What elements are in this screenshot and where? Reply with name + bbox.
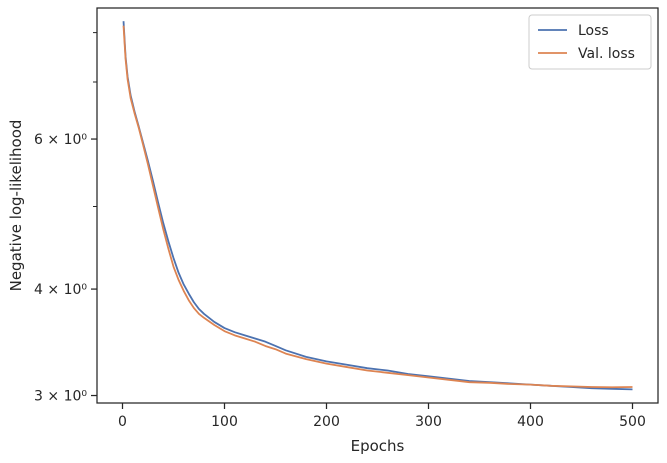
x-axis-label: Epochs [351, 437, 405, 455]
x-tick-label: 500 [619, 414, 646, 430]
series-line-0 [122, 21, 633, 391]
x-tick-label: 0 [118, 414, 127, 430]
y-tick-label: 3 × 10⁰ [34, 389, 87, 405]
y-axis-label: Negative log-likelihood [7, 120, 25, 292]
legend-label-1: Val. loss [578, 46, 635, 62]
x-tick-label: 300 [415, 414, 442, 430]
plot-marks [122, 21, 633, 391]
series-line-1 [122, 25, 633, 389]
x-axis: 0 100 200 300 400 500 [118, 403, 646, 430]
x-tick-label: 400 [517, 414, 544, 430]
y-tick-label: 6 × 10⁰ [34, 132, 87, 148]
y-tick-label: 4 × 10⁰ [34, 282, 87, 298]
x-tick-label: 100 [211, 414, 238, 430]
y-axis: 3 × 10⁰ 4 × 10⁰ 6 × 10⁰ [34, 32, 97, 405]
x-tick-label: 200 [313, 414, 340, 430]
legend: Loss Val. loss [528, 14, 652, 70]
plot-area-frame [96, 7, 659, 404]
legend-box [528, 14, 652, 70]
legend-label-0: Loss [578, 23, 609, 39]
